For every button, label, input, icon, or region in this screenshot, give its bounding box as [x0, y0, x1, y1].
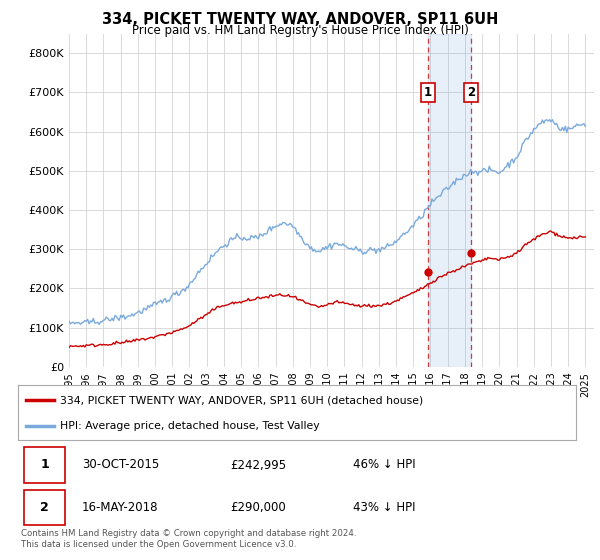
Text: 1: 1	[40, 459, 49, 472]
Text: £242,995: £242,995	[230, 459, 286, 472]
FancyBboxPatch shape	[23, 447, 65, 483]
Text: 2: 2	[467, 86, 475, 99]
Text: 43% ↓ HPI: 43% ↓ HPI	[353, 501, 415, 514]
Text: 1: 1	[424, 86, 431, 99]
Text: 16-MAY-2018: 16-MAY-2018	[82, 501, 158, 514]
Text: £290,000: £290,000	[230, 501, 286, 514]
Text: 334, PICKET TWENTY WAY, ANDOVER, SP11 6UH: 334, PICKET TWENTY WAY, ANDOVER, SP11 6U…	[102, 12, 498, 27]
Text: Price paid vs. HM Land Registry's House Price Index (HPI): Price paid vs. HM Land Registry's House …	[131, 24, 469, 36]
Text: 334, PICKET TWENTY WAY, ANDOVER, SP11 6UH (detached house): 334, PICKET TWENTY WAY, ANDOVER, SP11 6U…	[60, 395, 423, 405]
Text: 30-OCT-2015: 30-OCT-2015	[82, 459, 160, 472]
Text: Contains HM Land Registry data © Crown copyright and database right 2024.
This d: Contains HM Land Registry data © Crown c…	[21, 529, 356, 549]
Text: HPI: Average price, detached house, Test Valley: HPI: Average price, detached house, Test…	[60, 421, 319, 431]
Text: 2: 2	[40, 501, 49, 514]
Text: 46% ↓ HPI: 46% ↓ HPI	[353, 459, 415, 472]
FancyBboxPatch shape	[23, 490, 65, 525]
Bar	[428, 34, 471, 367]
